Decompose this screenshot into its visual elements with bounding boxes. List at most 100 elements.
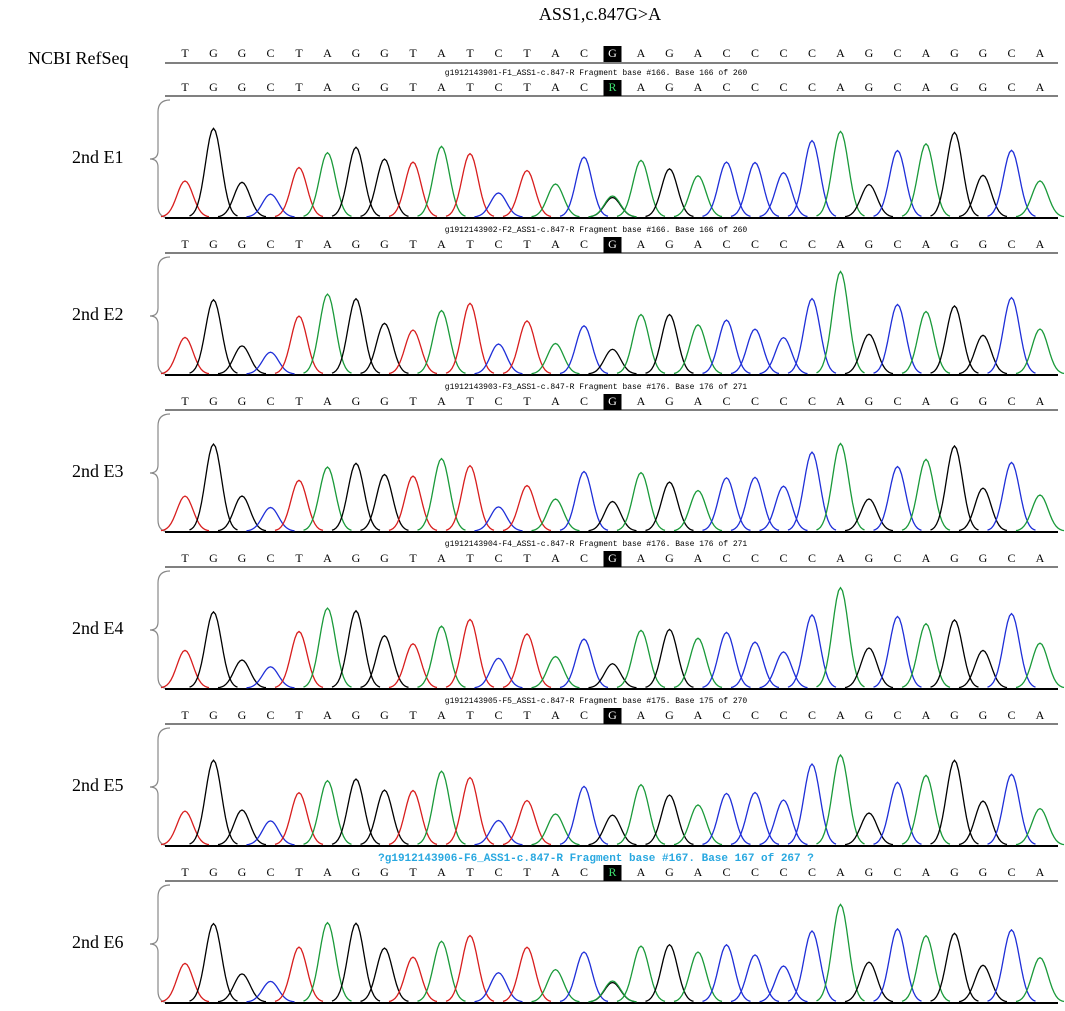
base-letter: C: [808, 865, 816, 879]
base-letter: A: [922, 865, 931, 879]
base-letter: C: [580, 80, 588, 94]
trace-peak: [930, 304, 979, 374]
trace-peak: [588, 980, 637, 1003]
trace-peak: [160, 649, 210, 689]
trace-peak: [189, 610, 238, 688]
base-highlight: [603, 80, 622, 96]
trace-peak: [417, 940, 466, 1002]
reference-label: NCBI RefSeq: [28, 48, 129, 68]
base-letter: G: [380, 551, 389, 565]
base-letter: T: [295, 80, 303, 94]
base-letter: G: [865, 551, 874, 565]
base-letter: G: [950, 865, 959, 879]
trace-peak: [331, 462, 381, 531]
base-letter: G: [238, 80, 247, 94]
panel-header: g1912143901-F1_ASS1-c.847-R Fragment bas…: [445, 69, 748, 78]
base-letter: T: [295, 394, 303, 408]
base-letter: A: [551, 80, 560, 94]
base-letter: G: [209, 708, 218, 722]
trace-peak: [1015, 180, 1065, 218]
trace-peak: [331, 146, 381, 217]
trace-peak: [759, 965, 808, 1003]
base-letter: T: [409, 80, 417, 94]
base-letter: G: [865, 237, 874, 251]
trace-peak: [531, 968, 580, 1003]
base-letter: G: [665, 865, 674, 879]
trace-peak: [445, 464, 495, 531]
trace-peak: [901, 310, 951, 374]
base-letter: G: [979, 708, 988, 722]
base-letter: T: [409, 551, 417, 565]
base-letter: C: [1007, 80, 1015, 94]
base-letter: A: [1036, 80, 1045, 94]
trace-peak: [787, 930, 837, 1002]
trace-peak: [1015, 807, 1065, 846]
trace-peak: [816, 586, 865, 688]
base-letter: T: [466, 708, 474, 722]
trace-peak: [730, 641, 780, 689]
base-letter: A: [323, 237, 332, 251]
base-letter: T: [181, 865, 189, 879]
base-letter: A: [836, 237, 845, 251]
base-letter: C: [494, 708, 502, 722]
base-letter: G: [380, 865, 389, 879]
trace-peak: [816, 753, 865, 845]
base-letter: G: [209, 80, 218, 94]
base-letter: A: [694, 708, 703, 722]
trace-peak: [474, 506, 523, 532]
trace-peak: [844, 961, 894, 1003]
base-letter: T: [181, 708, 189, 722]
trace-peak: [246, 820, 295, 846]
base-letter: A: [694, 865, 703, 879]
base-highlight: [603, 708, 622, 724]
trace-peak: [303, 779, 352, 845]
trace-peak: [246, 666, 295, 689]
base-letter: C: [722, 865, 730, 879]
trace-peak: [1015, 328, 1065, 375]
base-letter: G: [380, 80, 389, 94]
trace-peak: [787, 451, 837, 531]
trace-peak: [759, 651, 808, 689]
trace-peak: [189, 298, 238, 374]
base-letter: T: [523, 46, 531, 60]
trace-peak: [958, 334, 1008, 375]
base-letter: C: [779, 551, 787, 565]
base-letter: G: [950, 708, 959, 722]
trace-peak: [274, 479, 324, 532]
trace-peak: [189, 443, 238, 531]
base-letter: T: [181, 46, 189, 60]
base-highlight: [603, 394, 622, 410]
base-letter: C: [893, 708, 901, 722]
trace-peak: [645, 481, 694, 532]
base-letter: A: [637, 708, 646, 722]
base-letter: G: [865, 80, 874, 94]
base-letter: T: [466, 80, 474, 94]
base-letter: A: [437, 865, 446, 879]
base-letter: A: [437, 237, 446, 251]
trace-peak: [759, 336, 808, 375]
base-letter: T: [295, 865, 303, 879]
base-letter: G: [665, 80, 674, 94]
base-letter: G: [209, 394, 218, 408]
trace-peak: [360, 158, 409, 218]
trace-peak: [844, 647, 894, 689]
base-letter: C: [808, 551, 816, 565]
base-letter: C: [779, 708, 787, 722]
trace-peak: [730, 476, 780, 532]
panel-label: 2nd E5: [72, 775, 124, 795]
trace-peak: [331, 778, 381, 845]
trace-peak: [274, 166, 324, 218]
trace-peak: [645, 628, 694, 688]
base-letter: T: [466, 237, 474, 251]
panel-label: 2nd E2: [72, 304, 124, 324]
base-letter: A: [836, 80, 845, 94]
base-letter: T: [523, 237, 531, 251]
trace-peak: [160, 495, 210, 532]
panel-brace: [149, 256, 171, 376]
trace-peak: [531, 813, 580, 846]
trace-peak: [217, 659, 267, 689]
base-letter: C: [1007, 237, 1015, 251]
trace-peak: [217, 181, 267, 218]
base-letter: C: [779, 865, 787, 879]
base-letter: C: [751, 865, 759, 879]
